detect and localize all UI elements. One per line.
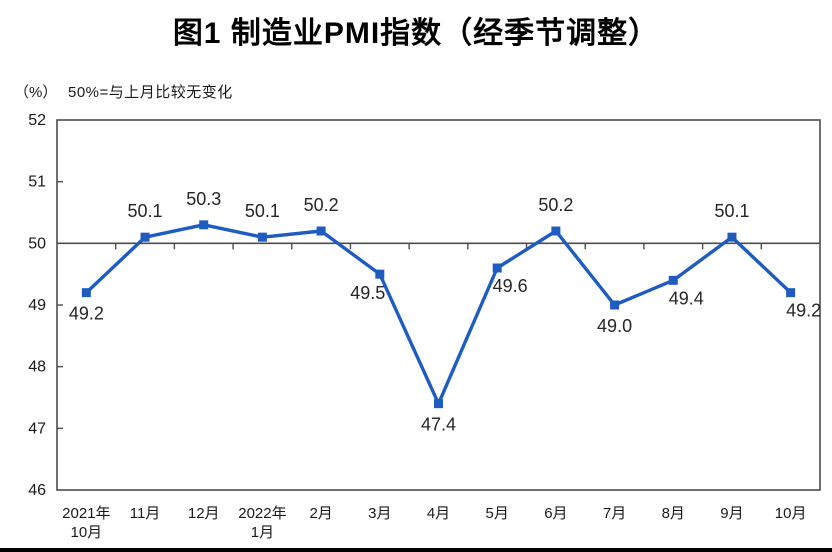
data-point-label: 49.6: [493, 276, 528, 296]
x-tick-label: 8月: [662, 505, 685, 522]
data-point-marker: [316, 226, 326, 236]
data-point-label: 47.4: [421, 415, 456, 435]
data-point-marker: [551, 226, 561, 236]
x-tick-label: 11月: [130, 505, 161, 522]
y-tick-label: 46: [28, 482, 46, 499]
y-axis-unit-label: （%）: [14, 84, 58, 101]
data-point-label: 50.2: [538, 195, 573, 215]
y-tick-label: 52: [28, 112, 46, 129]
y-tick-label: 51: [28, 174, 46, 191]
data-point-marker: [668, 275, 678, 285]
x-tick-label: 2月: [309, 505, 332, 522]
chart-title: 图1 制造业PMI指数（经季节调整）: [172, 17, 660, 50]
data-point-marker: [199, 220, 209, 230]
data-point-label: 49.5: [350, 283, 385, 303]
data-point-marker: [81, 288, 91, 298]
x-tick-label: 2021年 10月: [62, 505, 110, 541]
data-labels: 49.2 50.1 50.3 50.1 50.2 49.5 47.4 49.6 50.2 49.0…: [69, 189, 821, 435]
x-tick-label: 4月: [427, 505, 450, 522]
x-tick-label: 5月: [486, 505, 509, 522]
data-point-marker: [434, 399, 443, 409]
data-point-label: 50.1: [128, 201, 163, 221]
y-tick-label: 47: [28, 420, 46, 437]
x-tick-label: 7月: [603, 505, 626, 522]
data-point-label: 50.1: [245, 201, 280, 221]
x-axis-labels: 2021年 10月 11月 12月 2022年 1月 2月 3月 4月 5月 6月 7月 8月 9月 10月: [62, 505, 806, 541]
data-point-marker: [727, 232, 737, 242]
series-markers: [81, 220, 796, 409]
y-tick-label: 49: [28, 297, 46, 314]
chart-note: 50%=与上月比较无变化: [68, 84, 233, 101]
data-point-marker: [492, 263, 502, 273]
data-point-label: 50.3: [186, 189, 221, 209]
x-tick-label: 3月: [368, 505, 391, 522]
pmi-series-line: [84, 223, 793, 406]
y-tick-label: 48: [28, 359, 46, 376]
data-point-label: 49.0: [597, 316, 632, 336]
y-tick-label: 50: [28, 235, 46, 252]
x-tick-label: 2022年 1月: [238, 505, 286, 541]
x-tick-label: 12月: [188, 505, 220, 522]
data-point-label: 49.2: [786, 301, 821, 321]
data-point-marker: [786, 288, 796, 298]
category-ticks: [114, 243, 763, 250]
data-point-label: 49.2: [69, 304, 104, 324]
data-point-marker: [610, 300, 620, 310]
data-point-marker: [375, 269, 385, 279]
data-point-label: 50.1: [714, 201, 749, 221]
data-point-label: 49.4: [669, 288, 704, 308]
x-tick-label: 6月: [544, 505, 567, 522]
y-axis: 46 47 48 49 50 51 52: [28, 112, 63, 499]
x-tick-label: 10月: [775, 505, 807, 522]
data-point-marker: [140, 232, 150, 242]
image-bottom-border: [0, 548, 832, 552]
data-point-label: 50.2: [304, 195, 339, 215]
x-tick-label: 9月: [720, 505, 743, 522]
data-point-marker: [257, 232, 267, 242]
